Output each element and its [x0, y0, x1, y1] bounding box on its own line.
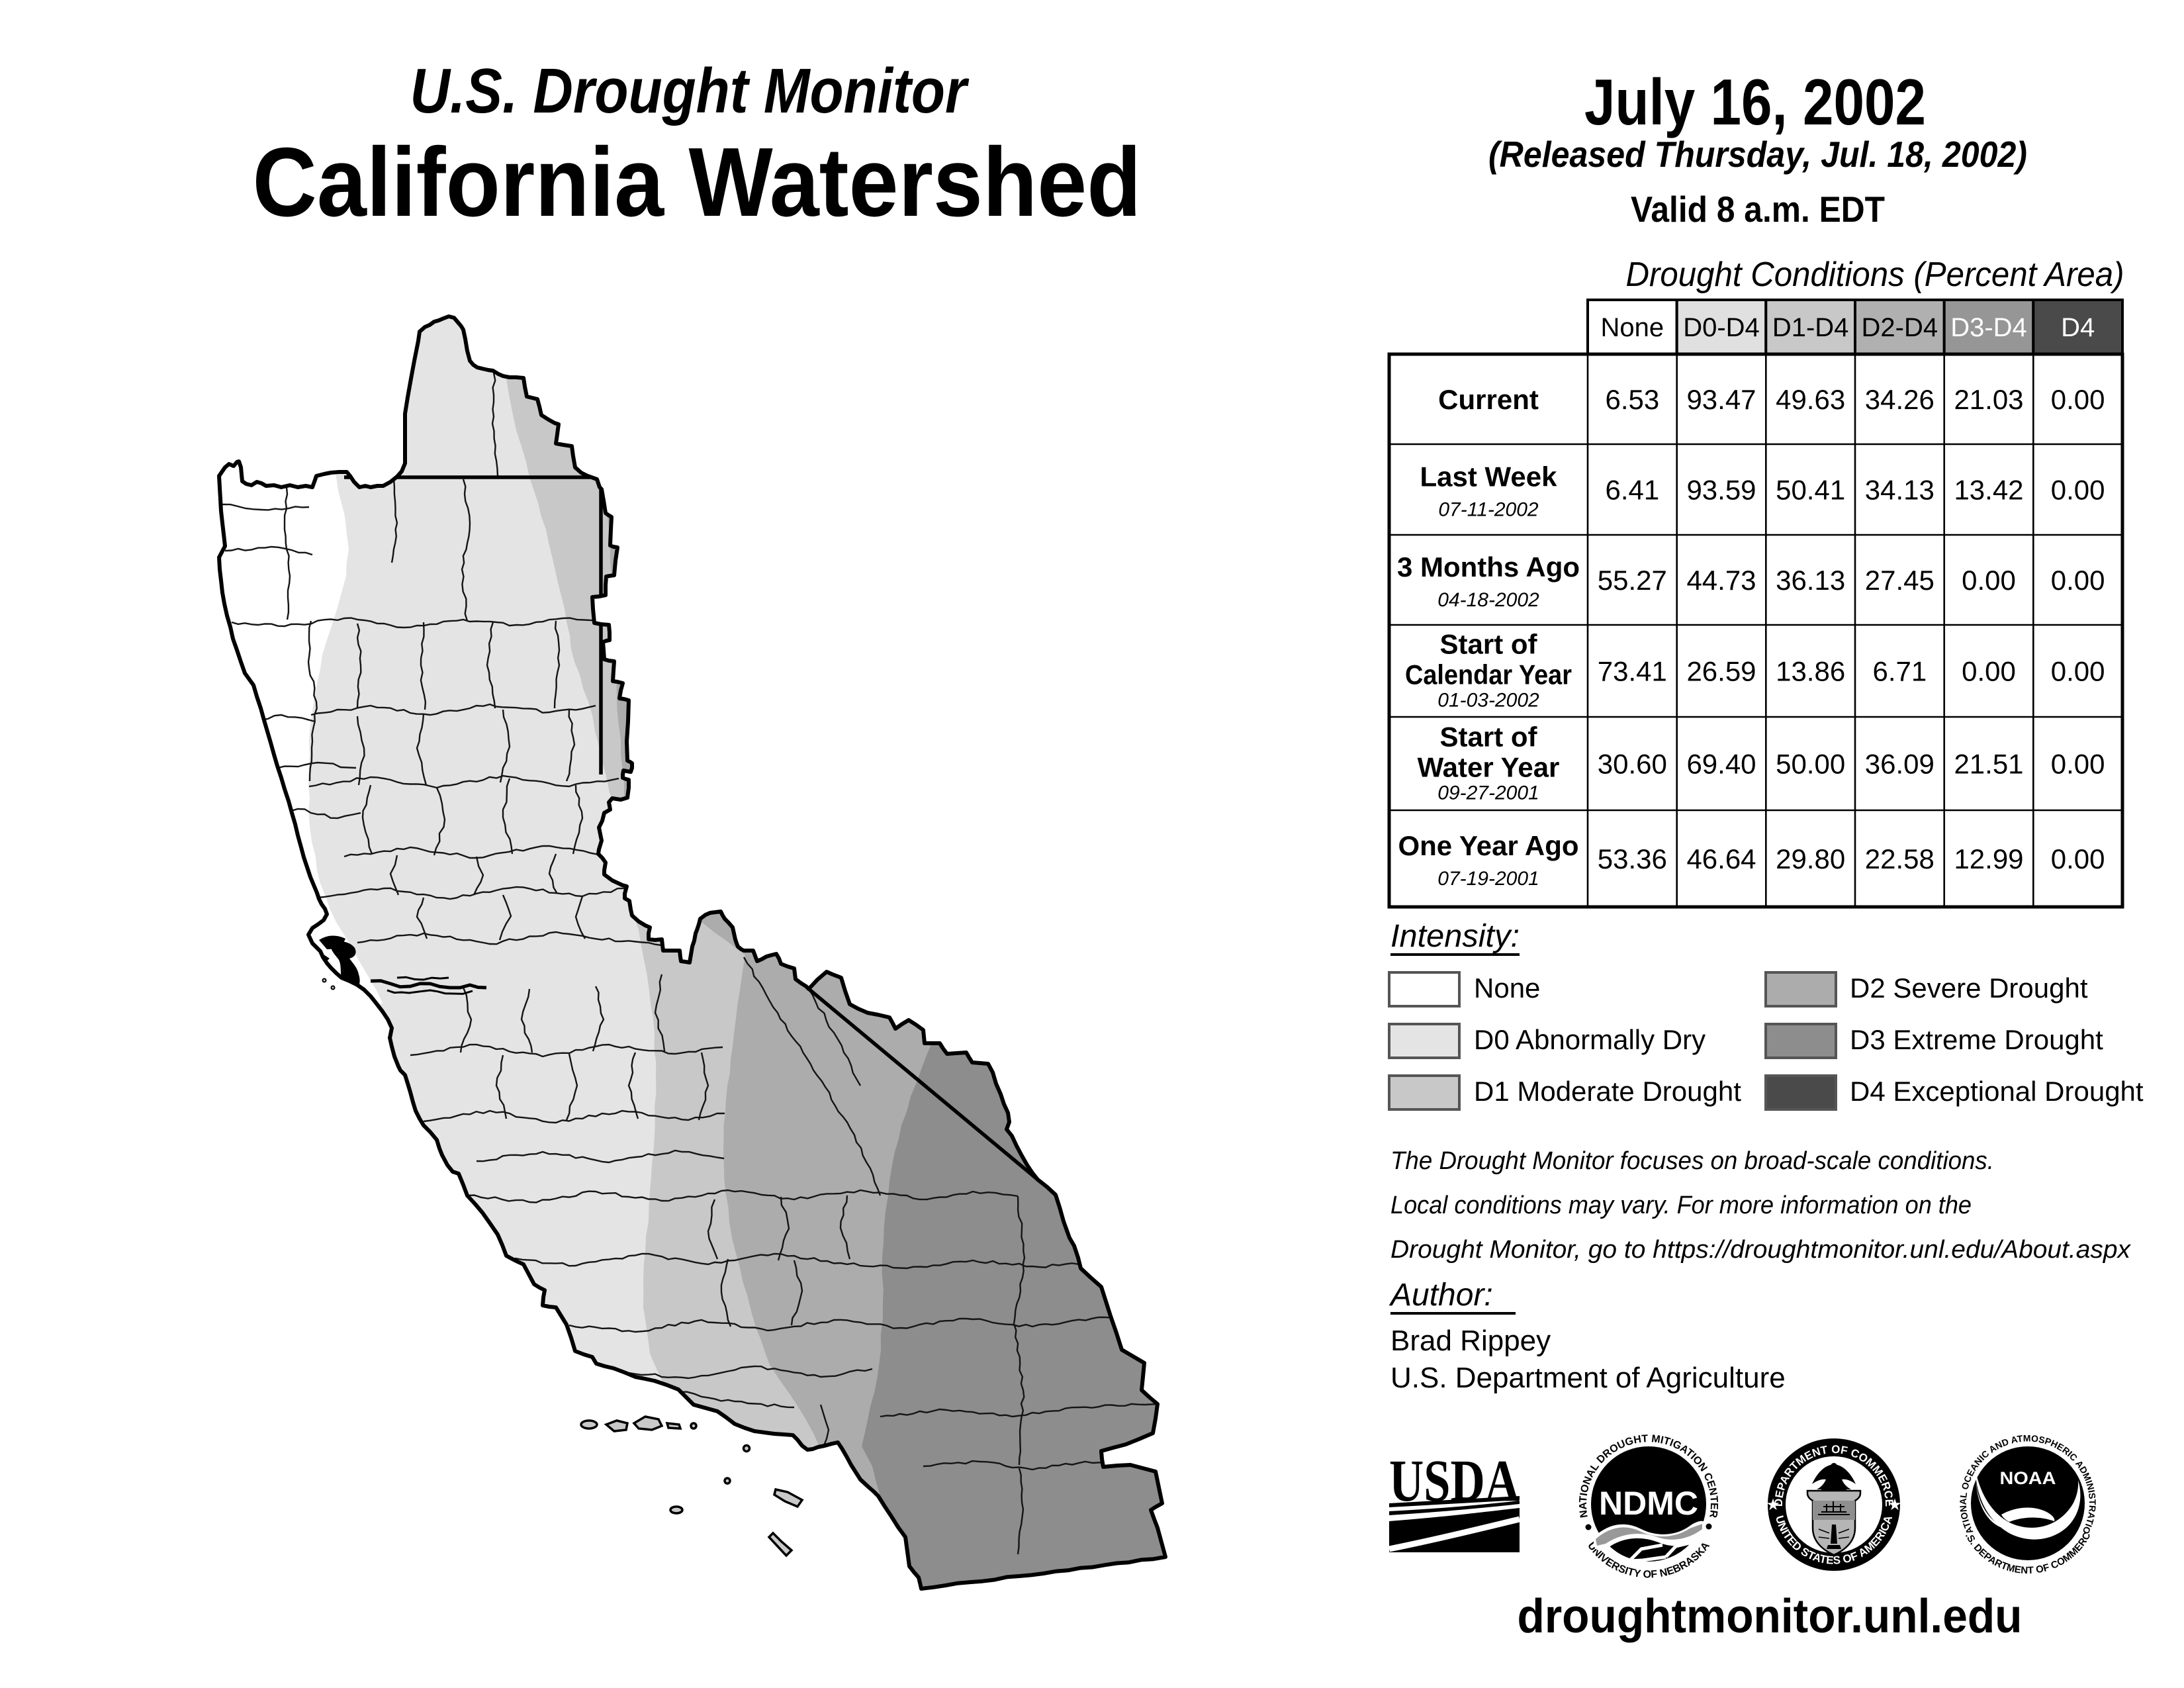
svg-text:0.00: 0.00 — [2051, 384, 2105, 415]
svg-text:49.63: 49.63 — [1776, 384, 1845, 415]
svg-text:One Year Ago: One Year Ago — [1398, 830, 1578, 861]
svg-text:D4: D4 — [2061, 313, 2095, 342]
svg-text:July 16, 2002: July 16, 2002 — [1584, 66, 1926, 138]
svg-text:29.80: 29.80 — [1776, 843, 1845, 874]
svg-text:California Watershed: California Watershed — [253, 128, 1142, 237]
svg-text:(Released Thursday, Jul. 18, 2: (Released Thursday, Jul. 18, 2002) — [1488, 134, 2027, 175]
svg-text:D3-D4: D3-D4 — [1950, 313, 2027, 342]
svg-text:30.60: 30.60 — [1598, 749, 1667, 780]
svg-text:50.00: 50.00 — [1776, 749, 1845, 780]
svg-text:D4 Exceptional Drought: D4 Exceptional Drought — [1850, 1076, 2144, 1107]
svg-text:None: None — [1601, 313, 1664, 342]
svg-text:55.27: 55.27 — [1598, 565, 1667, 596]
svg-text:44.73: 44.73 — [1686, 565, 1756, 596]
svg-text:09-27-2001: 09-27-2001 — [1437, 782, 1539, 804]
svg-text:0.00: 0.00 — [2051, 475, 2105, 506]
svg-text:01-03-2002: 01-03-2002 — [1437, 690, 1539, 712]
svg-text:D1 Moderate Drought: D1 Moderate Drought — [1474, 1076, 1741, 1107]
svg-text:0.00: 0.00 — [2051, 843, 2105, 874]
svg-text:Drought Conditions (Percent Ar: Drought Conditions (Percent Area) — [1626, 256, 2124, 294]
svg-text:Brad Rippey: Brad Rippey — [1390, 1325, 1551, 1357]
svg-text:★: ★ — [1766, 1496, 1780, 1514]
svg-text:36.09: 36.09 — [1865, 749, 1934, 780]
svg-text:27.45: 27.45 — [1865, 565, 1934, 596]
svg-text:U.S. Department of Agriculture: U.S. Department of Agriculture — [1390, 1362, 1786, 1394]
svg-text:D2 Severe Drought: D2 Severe Drought — [1850, 972, 2088, 1004]
svg-text:26.59: 26.59 — [1686, 656, 1756, 687]
svg-text:Water Year: Water Year — [1418, 752, 1560, 783]
svg-text:droughtmonitor.unl.edu: droughtmonitor.unl.edu — [1518, 1590, 2023, 1643]
svg-text:6.53: 6.53 — [1605, 384, 1659, 415]
svg-text:D3 Extreme Drought: D3 Extreme Drought — [1850, 1024, 2103, 1055]
svg-text:Drought Monitor, go to https:/: Drought Monitor, go to https://droughtmo… — [1390, 1236, 2132, 1264]
svg-text:NOAA: NOAA — [2000, 1468, 2056, 1488]
svg-text:Current: Current — [1438, 384, 1539, 415]
svg-text:13.86: 13.86 — [1776, 656, 1845, 687]
svg-text:Start of: Start of — [1440, 629, 1538, 660]
svg-text:0.00: 0.00 — [1962, 565, 2016, 596]
svg-text:0.00: 0.00 — [2051, 749, 2105, 780]
svg-text:6.71: 6.71 — [1872, 656, 1927, 687]
svg-text:D2-D4: D2-D4 — [1862, 313, 1938, 342]
svg-text:6.41: 6.41 — [1605, 475, 1659, 506]
svg-text:07-19-2001: 07-19-2001 — [1437, 868, 1539, 890]
svg-text:U.S. Drought Monitor: U.S. Drought Monitor — [410, 56, 970, 126]
svg-text:53.36: 53.36 — [1598, 843, 1667, 874]
svg-text:NDMC: NDMC — [1599, 1485, 1698, 1522]
svg-text:Local conditions may vary. For: Local conditions may vary. For more info… — [1390, 1192, 1972, 1219]
svg-text:0.00: 0.00 — [1962, 656, 2016, 687]
svg-text:22.58: 22.58 — [1865, 843, 1934, 874]
svg-text:D0 Abnormally Dry: D0 Abnormally Dry — [1474, 1024, 1706, 1055]
svg-text:Calendar Year: Calendar Year — [1405, 659, 1572, 690]
svg-text:46.64: 46.64 — [1686, 843, 1756, 874]
svg-text:D1-D4: D1-D4 — [1772, 313, 1849, 342]
svg-text:★: ★ — [1888, 1496, 1902, 1514]
svg-text:36.13: 36.13 — [1776, 565, 1845, 596]
svg-text:The Drought Monitor focuses on: The Drought Monitor focuses on broad-sca… — [1390, 1147, 1994, 1175]
svg-text:93.59: 93.59 — [1686, 475, 1756, 506]
svg-text:0.00: 0.00 — [2051, 656, 2105, 687]
svg-text:34.13: 34.13 — [1865, 475, 1934, 506]
svg-text:34.26: 34.26 — [1865, 384, 1934, 415]
svg-text:73.41: 73.41 — [1598, 656, 1667, 687]
svg-text:21.51: 21.51 — [1954, 749, 2023, 780]
svg-text:69.40: 69.40 — [1686, 749, 1756, 780]
svg-text:3 Months Ago: 3 Months Ago — [1397, 551, 1580, 583]
svg-text:Last Week: Last Week — [1420, 461, 1558, 492]
svg-text:12.99: 12.99 — [1954, 843, 2023, 874]
svg-text:Start of: Start of — [1440, 722, 1538, 753]
svg-text:04-18-2002: 04-18-2002 — [1437, 589, 1539, 611]
svg-text:None: None — [1474, 972, 1540, 1004]
svg-text:07-11-2002: 07-11-2002 — [1438, 499, 1539, 521]
svg-text:13.42: 13.42 — [1954, 475, 2023, 506]
svg-text:93.47: 93.47 — [1686, 384, 1756, 415]
svg-text:21.03: 21.03 — [1954, 384, 2023, 415]
svg-text:D0-D4: D0-D4 — [1683, 313, 1760, 342]
svg-text:0.00: 0.00 — [2051, 565, 2105, 596]
svg-text:Author:: Author: — [1388, 1278, 1493, 1313]
svg-text:Valid 8 a.m. EDT: Valid 8 a.m. EDT — [1631, 189, 1885, 230]
svg-text:50.41: 50.41 — [1776, 475, 1845, 506]
svg-text:Intensity:: Intensity: — [1390, 919, 1520, 954]
